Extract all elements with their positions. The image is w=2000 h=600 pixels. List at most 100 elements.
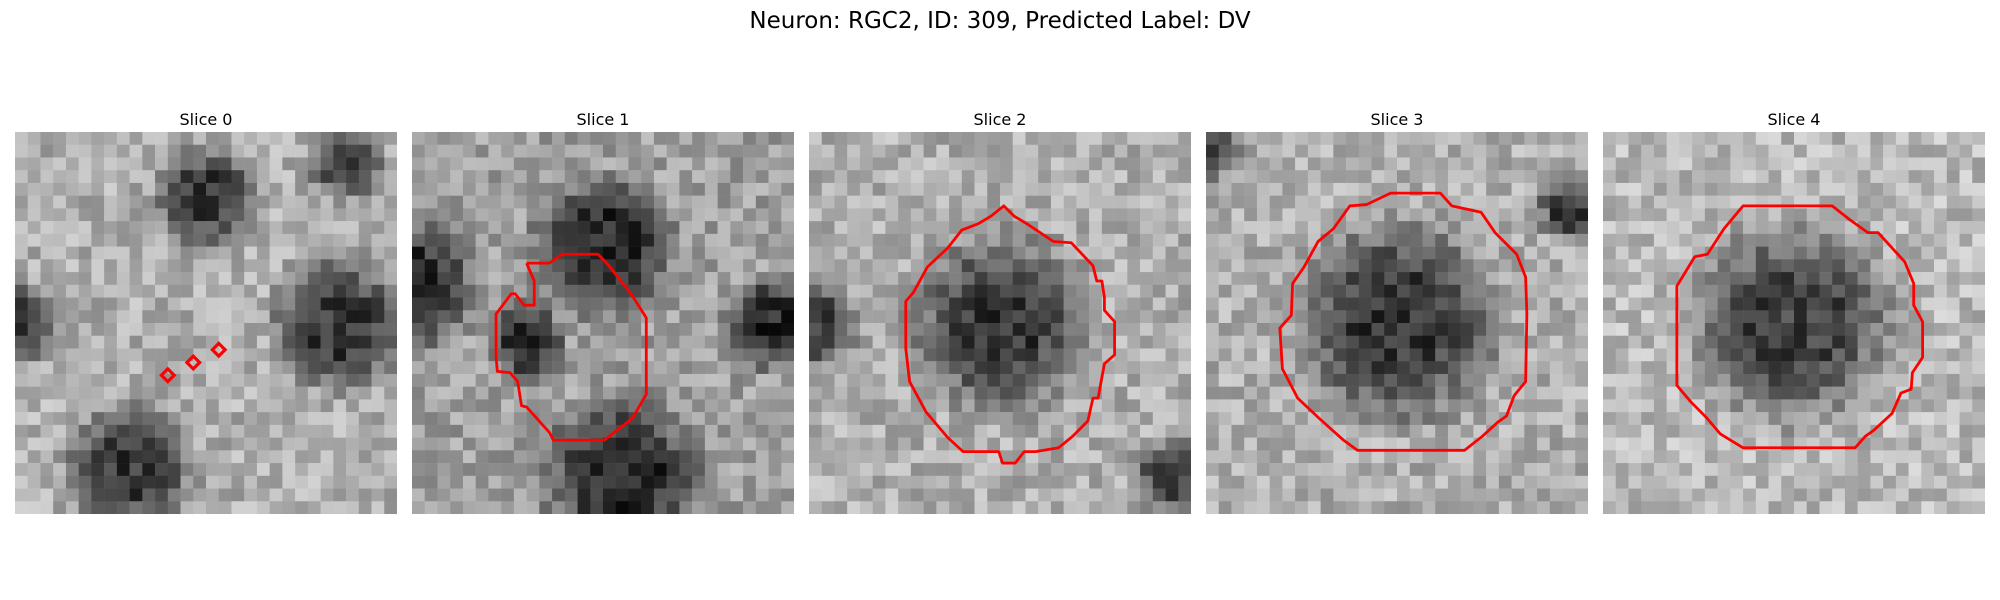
pixel — [1295, 323, 1309, 336]
pixel — [717, 348, 731, 362]
pixel — [552, 373, 566, 387]
pixel — [104, 501, 118, 514]
pixel — [1511, 348, 1525, 362]
pixel — [282, 386, 296, 400]
pixel — [692, 323, 706, 336]
pixel — [755, 424, 769, 438]
pixel — [384, 463, 397, 477]
pixel — [704, 170, 718, 184]
pixel — [307, 348, 321, 362]
pixel — [1307, 170, 1321, 184]
pixel — [692, 170, 706, 184]
pixel — [1295, 144, 1309, 158]
pixel — [1409, 501, 1423, 514]
pixel — [1524, 437, 1538, 451]
pixel — [1307, 310, 1321, 324]
pixel — [1603, 475, 1616, 489]
pixel — [1730, 259, 1744, 273]
pixel — [1768, 208, 1782, 222]
pixel — [1050, 182, 1064, 196]
pixel — [1679, 233, 1693, 247]
pixel — [781, 284, 794, 298]
pixel — [564, 361, 578, 375]
pixel — [1498, 170, 1512, 184]
pixel — [1127, 424, 1141, 438]
pixel — [1000, 259, 1013, 273]
pixel — [1832, 386, 1846, 400]
pixel — [1857, 501, 1871, 514]
pixel — [320, 501, 334, 514]
pixel — [129, 272, 143, 286]
pixel — [1883, 437, 1897, 451]
pixel — [1628, 157, 1642, 171]
pixel — [142, 246, 156, 260]
pixel — [142, 157, 156, 171]
pixel — [1511, 501, 1525, 514]
pixel — [78, 246, 92, 260]
pixel — [949, 335, 963, 349]
pixel — [1165, 323, 1179, 336]
pixel — [282, 412, 296, 426]
pixel — [1653, 424, 1667, 438]
pixel — [679, 373, 693, 387]
pixel — [180, 132, 194, 145]
pixel — [450, 348, 464, 362]
pixel — [1768, 463, 1782, 477]
pixel — [1781, 463, 1795, 477]
pixel — [104, 284, 118, 298]
pixel — [1486, 144, 1500, 158]
pixel — [244, 488, 258, 502]
pixel — [1063, 272, 1077, 286]
pixel — [1307, 361, 1321, 375]
pixel — [256, 195, 270, 209]
pixel — [1358, 412, 1372, 426]
pixel — [641, 170, 655, 184]
pixel — [781, 170, 794, 184]
pixel — [53, 335, 67, 349]
pixel — [692, 259, 706, 273]
pixel — [615, 246, 629, 260]
pixel — [1679, 450, 1693, 464]
pixel — [666, 170, 680, 184]
pixel — [1768, 475, 1782, 489]
pixel — [1409, 208, 1423, 222]
pixel — [244, 297, 258, 311]
pixel — [1320, 208, 1334, 222]
pixel — [501, 208, 515, 222]
pixel — [679, 463, 693, 477]
pixel — [539, 437, 553, 451]
pixel — [104, 132, 118, 145]
pixel — [1371, 488, 1385, 502]
pixel — [1473, 399, 1487, 413]
pixel — [1768, 424, 1782, 438]
pixel — [167, 310, 181, 324]
pixel — [501, 412, 515, 426]
pixel — [1282, 246, 1296, 260]
pixel — [1781, 259, 1795, 273]
pixel — [295, 310, 309, 324]
pixel — [155, 157, 169, 171]
pixel — [1972, 463, 1985, 477]
pixel — [1038, 373, 1052, 387]
pixel — [1895, 284, 1909, 298]
pixel — [1755, 221, 1769, 235]
pixel — [193, 246, 207, 260]
pixel — [1282, 463, 1296, 477]
pixel — [1206, 361, 1219, 375]
pixel — [872, 323, 886, 336]
pixel — [307, 399, 321, 413]
pixel — [666, 233, 680, 247]
pixel — [307, 488, 321, 502]
pixel — [116, 297, 130, 311]
pixel — [809, 221, 822, 235]
pixel — [1730, 195, 1744, 209]
slice-image-0 — [15, 132, 397, 514]
pixel — [1511, 361, 1525, 375]
pixel — [641, 132, 655, 145]
pixel — [692, 475, 706, 489]
pixel — [1152, 386, 1166, 400]
pixel — [923, 297, 937, 311]
pixel — [155, 501, 169, 514]
pixel — [1524, 386, 1538, 400]
pixel — [1050, 259, 1064, 273]
